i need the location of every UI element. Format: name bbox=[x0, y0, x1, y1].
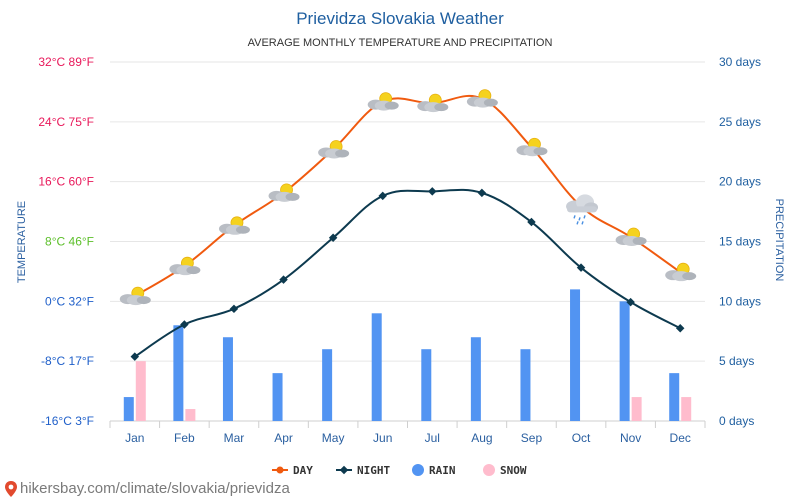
month-labels: Jan Feb Mar Apr May Jun Jul Aug Sep Oct Nov Dec bbox=[125, 431, 691, 445]
right-tick-label: 15 days bbox=[719, 235, 761, 249]
chart-title: Prievidza Slovakia Weather bbox=[296, 9, 504, 28]
night-point bbox=[229, 304, 239, 314]
month-label: Oct bbox=[572, 431, 591, 445]
left-tick-label: 8°C 46°F bbox=[45, 235, 94, 249]
day-line bbox=[134, 94, 681, 297]
month-label: Nov bbox=[620, 431, 641, 445]
rain-bar bbox=[272, 373, 283, 421]
right-tick-label: 10 days bbox=[719, 294, 761, 308]
right-tick-label: 30 days bbox=[719, 55, 761, 69]
left-axis-ticks: 32°C 89°F 24°C 75°F 16°C 60°F 8°C 46°F 0°C 3… bbox=[38, 55, 94, 428]
footer-url[interactable]: hikersbay.com/climate/slovakia/prievidza bbox=[20, 480, 290, 497]
map-pin-icon bbox=[5, 480, 17, 497]
legend-item-snow[interactable]: SNOW bbox=[483, 464, 527, 477]
month-label: Jul bbox=[425, 431, 440, 445]
legend-item-rain[interactable]: RAIN bbox=[412, 464, 456, 477]
right-tick-label: 25 days bbox=[719, 115, 761, 129]
partly-cloudy-icon bbox=[218, 216, 250, 235]
rain-bar bbox=[222, 337, 233, 421]
legend-item-day[interactable]: DAY bbox=[272, 464, 313, 477]
night-point bbox=[626, 297, 635, 307]
rain-bar bbox=[570, 289, 581, 421]
precipitation-bars bbox=[123, 289, 692, 421]
month-label: Sep bbox=[521, 431, 543, 445]
rain-bar bbox=[619, 301, 630, 421]
month-separators bbox=[109, 421, 706, 428]
legend-label: NIGHT bbox=[357, 464, 390, 477]
night-point bbox=[180, 320, 189, 329]
temperature-lines bbox=[130, 94, 685, 361]
month-label: Feb bbox=[174, 431, 195, 445]
left-tick-label: 0°C 32°F bbox=[45, 294, 94, 308]
month-label: Dec bbox=[670, 431, 691, 445]
night-point bbox=[378, 191, 387, 201]
snow-bar bbox=[135, 361, 146, 421]
right-tick-label: 5 days bbox=[719, 354, 754, 368]
legend-item-night[interactable]: NIGHT bbox=[336, 464, 390, 477]
partly-cloudy-icon bbox=[516, 137, 548, 157]
night-point bbox=[428, 187, 437, 196]
partly-cloudy-icon bbox=[318, 140, 350, 159]
night-point bbox=[328, 233, 338, 243]
rain-bar bbox=[123, 397, 134, 421]
month-label: Mar bbox=[224, 431, 245, 445]
night-point bbox=[477, 188, 487, 198]
right-tick-label: 20 days bbox=[719, 175, 761, 189]
night-line bbox=[134, 188, 681, 358]
left-tick-label: -8°C 17°F bbox=[41, 354, 94, 368]
rain-cloud-icon bbox=[566, 194, 599, 225]
right-tick-label: 0 days bbox=[719, 414, 754, 428]
rain-bar bbox=[470, 337, 481, 421]
month-label: Apr bbox=[274, 431, 293, 445]
left-tick-label: 16°C 60°F bbox=[38, 175, 94, 189]
night-point bbox=[279, 275, 288, 284]
snow-bar bbox=[185, 409, 196, 421]
right-axis-title: PRECIPITATION bbox=[773, 199, 785, 282]
month-label: May bbox=[322, 431, 345, 445]
rain-bar bbox=[371, 313, 382, 421]
left-axis-title: TEMPERATURE bbox=[16, 201, 28, 283]
partly-cloudy-icon bbox=[615, 227, 647, 247]
snow-bar bbox=[631, 397, 642, 421]
legend-label: DAY bbox=[293, 464, 313, 477]
partly-cloudy-icon bbox=[466, 89, 498, 108]
footer-link[interactable]: hikersbay.com/climate/slovakia/prievidza bbox=[4, 480, 290, 497]
night-point bbox=[130, 352, 140, 361]
month-label: Jun bbox=[373, 431, 392, 445]
night-point bbox=[576, 263, 586, 272]
partly-cloudy-icon bbox=[268, 183, 300, 202]
weather-icons bbox=[119, 89, 697, 306]
right-axis-ticks: 30 days 25 days 20 days 15 days 10 days 5 day… bbox=[719, 55, 761, 428]
legend-label: SNOW bbox=[500, 464, 527, 477]
legend-label: RAIN bbox=[429, 464, 456, 477]
left-tick-label: 24°C 75°F bbox=[38, 115, 94, 129]
rain-bar bbox=[520, 349, 531, 421]
partly-cloudy-icon bbox=[367, 92, 399, 111]
rain-bar bbox=[669, 373, 680, 421]
left-tick-label: 32°C 89°F bbox=[38, 55, 94, 69]
left-tick-label: -16°C 3°F bbox=[41, 414, 94, 428]
night-point bbox=[675, 324, 685, 333]
rain-bar bbox=[421, 349, 432, 421]
rain-bar bbox=[322, 349, 333, 421]
partly-cloudy-icon bbox=[119, 286, 151, 306]
partly-cloudy-icon bbox=[665, 262, 697, 282]
partly-cloudy-icon bbox=[417, 93, 449, 113]
legend: DAY NIGHT RAIN SNOW bbox=[272, 464, 527, 477]
gridlines bbox=[110, 61, 705, 422]
rain-bar bbox=[173, 325, 184, 421]
month-label: Aug bbox=[471, 431, 492, 445]
partly-cloudy-icon bbox=[169, 256, 201, 276]
chart-subtitle: AVERAGE MONTHLY TEMPERATURE AND PRECIPIT… bbox=[248, 37, 553, 49]
snow-bar bbox=[681, 397, 692, 421]
month-label: Jan bbox=[125, 431, 144, 445]
